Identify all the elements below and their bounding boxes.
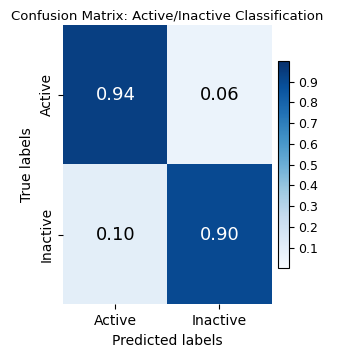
Y-axis label: True labels: True labels xyxy=(20,127,34,202)
Title: Confusion Matrix: Active/Inactive Classification: Confusion Matrix: Active/Inactive Classi… xyxy=(11,9,323,22)
Text: 0.10: 0.10 xyxy=(96,225,135,244)
X-axis label: Predicted labels: Predicted labels xyxy=(112,334,223,348)
Text: 0.06: 0.06 xyxy=(200,86,239,104)
Text: 0.90: 0.90 xyxy=(200,225,239,244)
Text: 0.94: 0.94 xyxy=(95,86,136,104)
